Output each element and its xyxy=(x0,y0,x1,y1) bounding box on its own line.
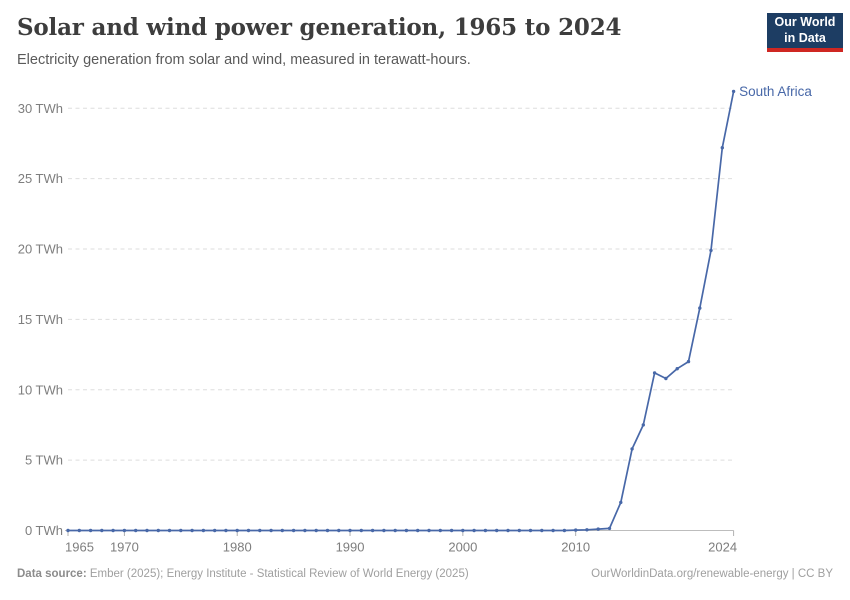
y-tick-label: 0 TWh xyxy=(25,523,63,538)
data-point[interactable] xyxy=(528,528,533,533)
y-tick-label: 15 TWh xyxy=(18,312,63,327)
data-point[interactable] xyxy=(370,528,375,533)
data-point[interactable] xyxy=(280,528,284,533)
owid-logo-line2: in Data xyxy=(784,30,826,45)
credit-link[interactable]: OurWorldinData.org/renewable-energy | CC… xyxy=(591,568,833,580)
y-tick-label: 25 TWh xyxy=(18,171,63,186)
data-point[interactable] xyxy=(88,528,93,533)
x-tick-label: 1970 xyxy=(110,540,139,555)
data-point[interactable] xyxy=(652,371,657,375)
y-tick-label: 20 TWh xyxy=(18,242,63,257)
data-point[interactable] xyxy=(506,528,510,533)
data-point[interactable] xyxy=(179,528,183,533)
data-point[interactable] xyxy=(449,528,454,533)
data-point[interactable] xyxy=(213,528,217,533)
data-point[interactable] xyxy=(551,528,555,533)
data-point[interactable] xyxy=(382,528,386,533)
x-tick-label: 1990 xyxy=(336,540,365,555)
data-source: Data source: Ember (2025); Energy Instit… xyxy=(17,568,469,580)
data-point[interactable] xyxy=(483,528,488,533)
y-tick-label: 30 TWh xyxy=(18,101,63,116)
data-point[interactable] xyxy=(517,528,521,533)
data-point[interactable] xyxy=(246,528,251,533)
data-point[interactable] xyxy=(66,528,70,533)
data-point[interactable] xyxy=(156,528,160,533)
data-point[interactable] xyxy=(675,367,679,371)
data-point[interactable] xyxy=(224,528,228,533)
data-point[interactable] xyxy=(235,528,239,533)
data-point[interactable] xyxy=(731,89,736,94)
data-point[interactable] xyxy=(495,528,499,533)
data-point[interactable] xyxy=(720,146,724,150)
data-source-label: Data source: xyxy=(17,568,87,580)
data-point[interactable] xyxy=(314,528,318,533)
data-point[interactable] xyxy=(686,359,691,364)
data-point[interactable] xyxy=(574,528,578,532)
data-point[interactable] xyxy=(472,528,476,533)
data-point[interactable] xyxy=(303,528,307,533)
data-point[interactable] xyxy=(348,528,352,533)
x-tick-label: 2024 xyxy=(708,540,737,555)
data-point[interactable] xyxy=(416,528,420,533)
series-end-label: South Africa xyxy=(739,84,812,99)
data-point[interactable] xyxy=(664,376,668,381)
data-point[interactable] xyxy=(438,528,442,533)
data-point[interactable] xyxy=(77,528,82,533)
data-point[interactable] xyxy=(167,528,172,533)
data-point[interactable] xyxy=(585,528,589,532)
data-point[interactable] xyxy=(359,528,363,533)
data-point[interactable] xyxy=(540,528,544,533)
data-point[interactable] xyxy=(709,248,713,253)
data-source-text: Ember (2025); Energy Institute - Statist… xyxy=(86,568,469,580)
data-point[interactable] xyxy=(461,528,465,533)
x-tick-label: 1965 xyxy=(65,540,94,555)
data-point[interactable] xyxy=(190,528,194,533)
data-point[interactable] xyxy=(619,500,623,505)
y-tick-label: 5 TWh xyxy=(25,453,63,468)
chart-title: Solar and wind power generation, 1965 to… xyxy=(17,14,622,41)
data-point[interactable] xyxy=(325,528,330,533)
owid-logo[interactable]: Our World in Data xyxy=(767,13,843,52)
data-point[interactable] xyxy=(698,306,702,310)
data-point[interactable] xyxy=(291,528,296,533)
data-point[interactable] xyxy=(562,528,567,533)
data-point[interactable] xyxy=(607,526,612,531)
data-point[interactable] xyxy=(201,528,206,533)
data-point[interactable] xyxy=(337,528,341,533)
data-point[interactable] xyxy=(393,528,397,533)
data-line[interactable] xyxy=(67,90,735,532)
data-point[interactable] xyxy=(427,528,431,533)
data-point[interactable] xyxy=(111,528,115,533)
x-tick-label: 2010 xyxy=(561,540,590,555)
x-tick-label: 1980 xyxy=(223,540,252,555)
data-point[interactable] xyxy=(100,528,104,533)
data-point[interactable] xyxy=(596,527,600,531)
data-point[interactable] xyxy=(630,447,634,451)
chart-subtitle: Electricity generation from solar and wi… xyxy=(17,52,471,68)
x-tick-label: 2000 xyxy=(448,540,477,555)
data-point[interactable] xyxy=(269,528,273,533)
y-tick-label: 10 TWh xyxy=(18,382,63,397)
data-point[interactable] xyxy=(145,528,149,533)
data-point[interactable] xyxy=(641,423,645,427)
data-point[interactable] xyxy=(258,528,262,533)
owid-logo-line1: Our World xyxy=(774,14,836,29)
chart-footer: Data source: Ember (2025); Energy Instit… xyxy=(17,568,833,580)
data-point[interactable] xyxy=(134,528,138,533)
data-point[interactable] xyxy=(122,528,127,533)
data-point[interactable] xyxy=(404,528,409,533)
